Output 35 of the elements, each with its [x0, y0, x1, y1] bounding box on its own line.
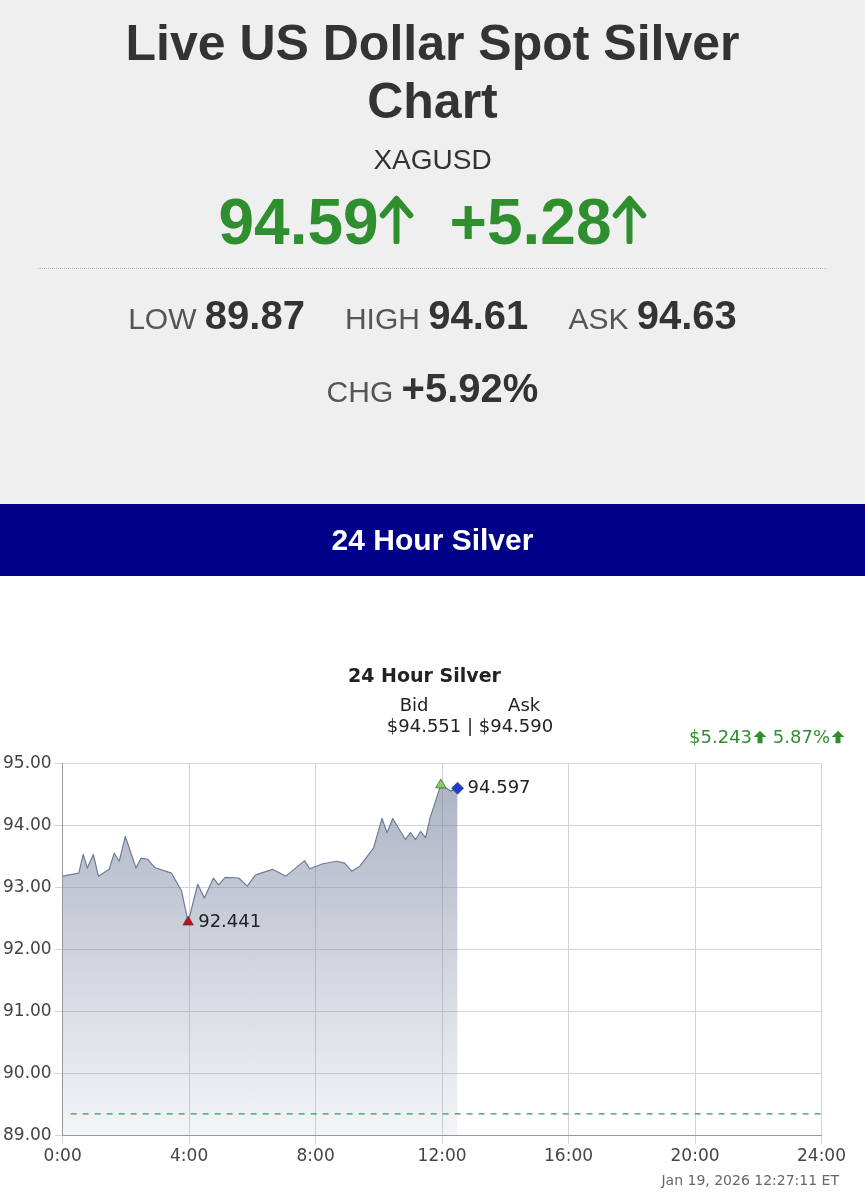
x-tick-label: 20:00: [670, 1145, 720, 1166]
y-tick-label: 94.00: [3, 813, 52, 834]
text: $94.551 | $94.590: [385, 715, 555, 736]
text: $5.243: [689, 726, 753, 747]
x-tick-label: 4:00: [170, 1145, 209, 1166]
text: XAGUSD: [372, 144, 493, 176]
text: ASK 94.63: [568, 293, 737, 337]
x-tick-label: 16:00: [544, 1145, 594, 1166]
annotation: 94.597: [467, 775, 531, 797]
y-tick-label: 91.00: [3, 999, 52, 1020]
x-tick-label: 8:00: [296, 1145, 335, 1166]
point: [182, 915, 194, 926]
chart-title: 24 Hour Silver: [347, 664, 502, 686]
x-tick-label: 0:00: [43, 1145, 82, 1166]
text: +5.28: [449, 186, 613, 258]
y-tick-label: 89.00: [3, 1124, 52, 1145]
x-tick-label: 24:00: [797, 1145, 846, 1166]
text: HIGH 94.61: [344, 293, 529, 337]
point: [435, 778, 447, 789]
text: Jan 19, 2026 12:27:11 ET: [659, 1172, 840, 1188]
text: CHG +5.92%: [326, 366, 539, 410]
y-tick-label: 95.00: [3, 751, 52, 772]
text: 24 Hour Silver: [0, 504, 865, 576]
text: Ask: [508, 694, 541, 715]
point: [451, 781, 464, 795]
y-tick-label: 93.00: [3, 875, 52, 896]
text: LOW 89.87: [128, 293, 305, 337]
text: Bid: [399, 694, 429, 715]
annotation: 92.441: [198, 909, 262, 931]
text: 94.59: [218, 186, 380, 258]
x-tick-label: 12:00: [417, 1145, 467, 1166]
y-tick-label: 90.00: [3, 1061, 52, 1082]
text: Live US Dollar Spot Silver Chart: [124, 14, 741, 130]
text: 5.87%: [772, 726, 830, 747]
y-tick-label: 92.00: [3, 937, 52, 958]
